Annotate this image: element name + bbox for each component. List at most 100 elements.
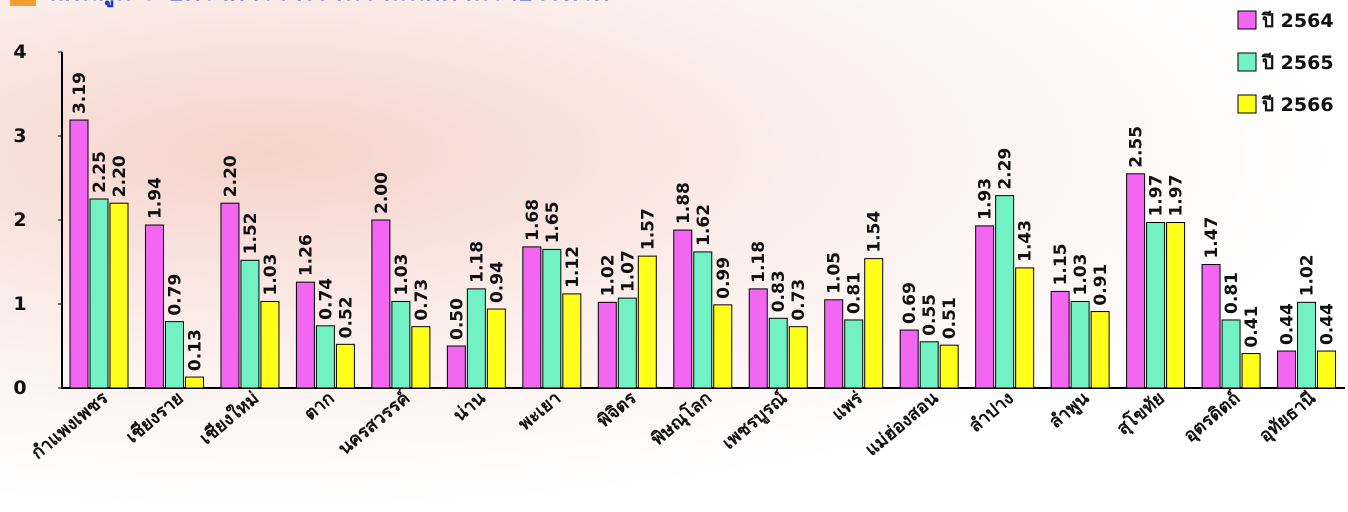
value-label: 0.41: [1242, 306, 1262, 348]
bar: [1070, 300, 1090, 389]
bar: [1317, 350, 1337, 389]
legend-swatch: [1237, 94, 1257, 114]
bar: [939, 344, 959, 389]
value-label: 2.25: [90, 151, 110, 193]
bar: [335, 343, 355, 389]
legend-label: ปี 2564: [1261, 10, 1333, 32]
legend-label: ปี 2566: [1261, 94, 1333, 116]
bar: [1015, 267, 1035, 389]
bar: [466, 288, 486, 389]
value-label: 0.44: [1278, 303, 1298, 345]
value-label: 1.65: [543, 201, 563, 243]
value-label: 0.81: [1222, 272, 1242, 314]
y-tick-label: 3: [13, 125, 26, 147]
bar: [109, 202, 129, 389]
value-label: 0.73: [412, 279, 432, 321]
legend-swatch: [1237, 10, 1257, 30]
legend-label: ปี 2565: [1261, 52, 1333, 74]
value-label: 1.97: [1167, 175, 1187, 217]
x-tick-label: พิษณุโลก: [647, 387, 717, 451]
value-label: 1.15: [1051, 243, 1071, 285]
value-label: 2.20: [110, 155, 130, 197]
value-label: 0.99: [714, 257, 734, 299]
value-label: 1.52: [241, 212, 261, 254]
bar: [975, 225, 995, 389]
value-label: 1.47: [1202, 217, 1222, 259]
bar: [788, 326, 808, 389]
value-label: 1.68: [523, 199, 543, 241]
bar: [1126, 173, 1146, 389]
bar: [1090, 311, 1110, 389]
value-label: 1.62: [694, 204, 714, 246]
bar: [562, 293, 582, 389]
bar: [673, 229, 693, 389]
value-label: 0.51: [940, 297, 960, 339]
y-tick-label: 4: [13, 41, 26, 63]
bar: [1297, 301, 1317, 389]
bar: [844, 319, 864, 389]
value-label: 2.55: [1127, 126, 1147, 168]
value-label: 0.79: [165, 274, 185, 316]
value-label: 1.03: [1071, 254, 1091, 296]
bar: [1146, 222, 1166, 389]
value-label: 0.83: [769, 270, 789, 312]
bar: [260, 300, 280, 389]
x-tick-label: พะเยา: [515, 388, 566, 435]
value-label: 0.94: [487, 261, 507, 303]
bar: [824, 299, 844, 389]
bar: [1050, 290, 1070, 389]
x-tick-label: เชียงราย: [122, 388, 188, 448]
x-tick-label: น่าน: [449, 387, 490, 426]
x-tick-label: แพร่: [828, 388, 867, 426]
x-tick-label: อุทัยธานี: [1255, 387, 1321, 447]
bar: [1277, 350, 1297, 389]
bar: [919, 341, 939, 389]
value-label: 1.18: [467, 241, 487, 283]
bar: [768, 317, 788, 389]
bar: [486, 308, 506, 389]
bar: [542, 248, 562, 389]
title-icon: [10, 0, 36, 6]
chart-title: แผนภูมิ 3 อัตราการว่างงานจำแนกตามรายจังห…: [48, 0, 610, 8]
bar: [899, 329, 919, 389]
value-label: 1.03: [392, 254, 412, 296]
y-tick-label: 1: [13, 293, 26, 315]
value-label: 0.69: [900, 282, 920, 324]
bar: [69, 119, 89, 389]
value-label: 0.44: [1318, 303, 1338, 345]
bar: [1201, 264, 1221, 389]
value-label: 3.19: [70, 72, 90, 114]
bar: [995, 195, 1015, 389]
x-tick-label: ตาก: [300, 388, 339, 425]
value-label: 1.54: [865, 211, 885, 253]
value-label: 0.50: [447, 298, 467, 340]
bar: [617, 297, 637, 389]
bar: [391, 300, 411, 389]
x-tick-label: ลำพูน: [1045, 387, 1094, 433]
bar: [295, 281, 315, 389]
bar: [1166, 222, 1186, 389]
value-label: 1.02: [1298, 254, 1318, 296]
value-label: 0.73: [789, 279, 809, 321]
legend-swatch: [1237, 52, 1257, 72]
value-label: 0.81: [845, 272, 865, 314]
value-label: 1.18: [749, 241, 769, 283]
value-label: 1.03: [261, 254, 281, 296]
x-tick-label: พิจิตร: [593, 388, 640, 432]
bar: [315, 325, 335, 389]
bar: [164, 321, 184, 389]
bar: [446, 345, 466, 389]
value-label: 1.12: [563, 246, 583, 288]
value-label: 1.43: [1016, 220, 1036, 262]
bar: [693, 251, 713, 389]
bar: [864, 258, 884, 389]
value-label: 1.26: [296, 234, 316, 276]
value-label: 0.74: [316, 278, 336, 320]
bar: [184, 376, 204, 389]
x-tick-label: อุตรดิตถ์: [1179, 387, 1245, 447]
bar: [748, 288, 768, 389]
value-label: 2.20: [221, 155, 241, 197]
value-label: 2.00: [372, 172, 392, 214]
value-label: 1.94: [145, 177, 165, 219]
